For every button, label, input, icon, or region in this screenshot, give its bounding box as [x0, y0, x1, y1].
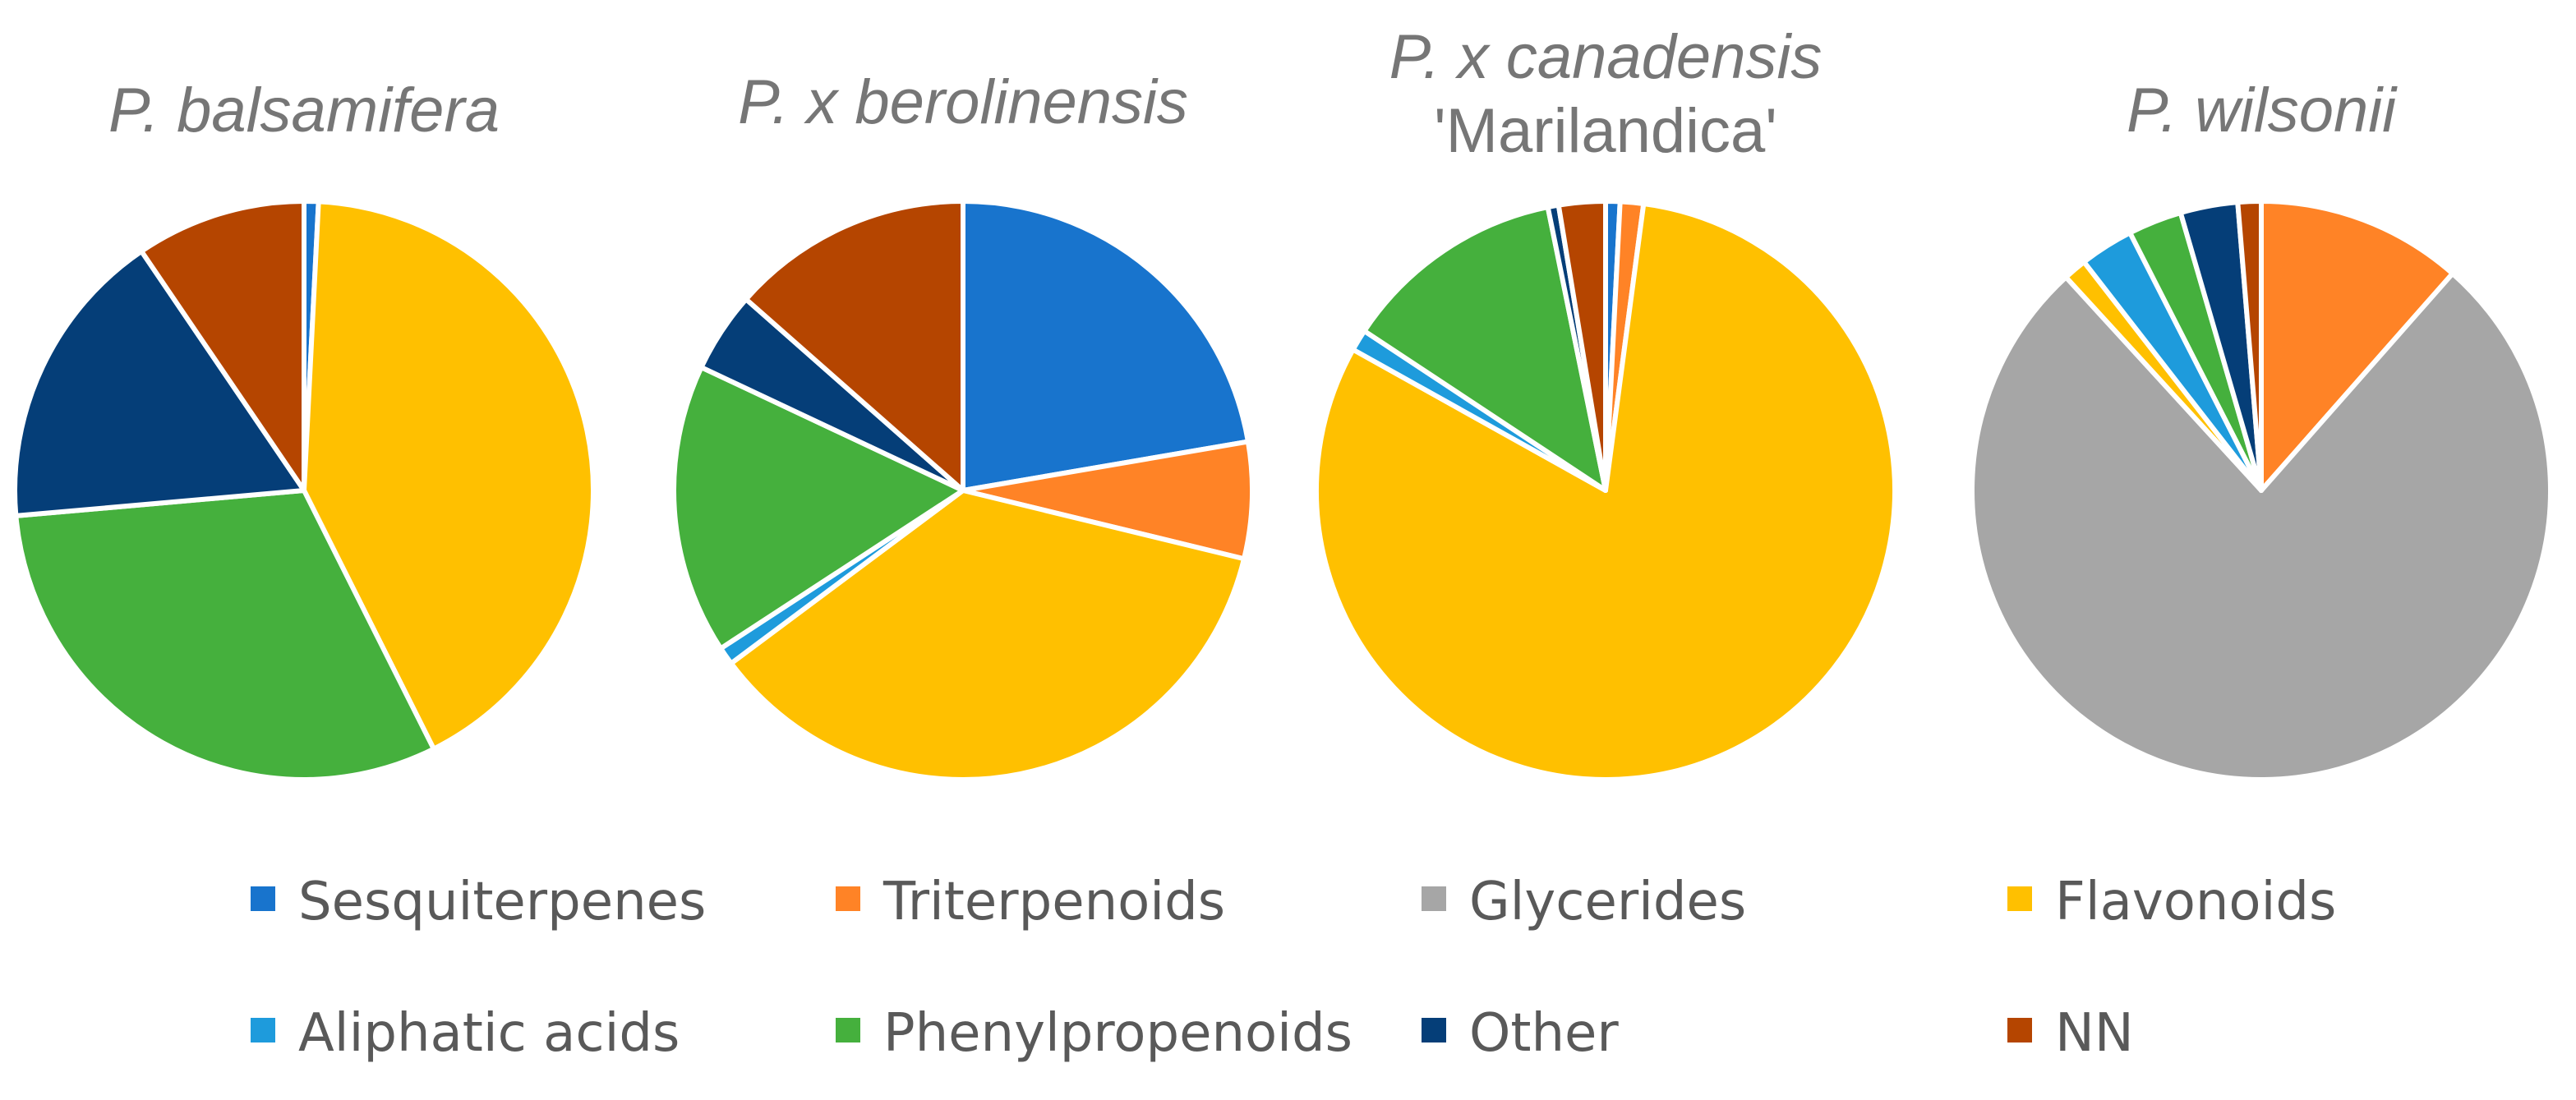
pie-title-2: P. x berolinensis — [738, 67, 1188, 137]
pie-2-slice-flavonoids — [728, 488, 1247, 782]
pie-4-slice-glycerides — [1970, 270, 2553, 782]
legend-swatch — [836, 1018, 860, 1042]
pie-2-slice-triterpenoids — [961, 439, 1255, 562]
pie-2: P. x berolinensis — [671, 67, 1255, 782]
legend-swatch — [251, 886, 275, 911]
legend-label: Phenylpropenoids — [883, 1003, 1353, 1064]
legend-label: Triterpenoids — [882, 872, 1225, 932]
legend-label: NN — [2055, 1003, 2134, 1064]
pie-4-slice-triterpenoids — [2259, 199, 2455, 493]
legend-item-triterpenoids: Triterpenoids — [836, 872, 1225, 932]
pie-1-slice-nn — [139, 199, 306, 493]
pie-4-slice-nn — [2235, 198, 2264, 493]
pie-1: P. balsamifera — [12, 76, 596, 782]
legend-item-other: Other — [1422, 1003, 1619, 1064]
pie-1-slice-flavonoids — [302, 199, 596, 752]
pie-2-slice-sesquiterpenes — [961, 199, 1251, 493]
legend-swatch — [251, 1018, 275, 1042]
legend-item-nn: NN — [2007, 1003, 2134, 1064]
legend-item-phenylpropenoids: Phenylpropenoids — [836, 1003, 1353, 1064]
pie-1-slice-other — [12, 248, 306, 518]
legend-label: Aliphatic acids — [298, 1003, 680, 1064]
legend-label: Sesquiterpenes — [298, 872, 706, 932]
legend-item-glycerides: Glycerides — [1422, 872, 1746, 932]
legend: Sesquiterpenes Triterpenoids Glycerides Fla… — [251, 872, 2336, 1064]
legend-swatch — [836, 886, 860, 911]
pie-2-slice-nn — [743, 199, 965, 493]
pie-3-slice-nn — [1555, 199, 1608, 493]
legend-label: Other — [1469, 1003, 1619, 1064]
legend-item-flavonoids: Flavonoids — [2007, 872, 2336, 932]
pie-1-slice-phenylpropenoids — [13, 488, 436, 782]
pie-charts: P. balsamifera P. x berolinensis P. x cana… — [12, 22, 2553, 782]
pie-title-4: P. wilsonii — [2127, 76, 2398, 145]
legend-item-sesquiterpenes: Sesquiterpenes — [251, 872, 706, 932]
legend-swatch — [2007, 886, 2032, 911]
pie-2-slice-phenylpropenoids — [671, 365, 965, 651]
legend-swatch — [1422, 1018, 1446, 1042]
pie-3-slice-phenylpropenoids — [1362, 205, 1608, 493]
legend-label: Flavonoids — [2055, 872, 2336, 932]
legend-swatch — [2007, 1018, 2032, 1042]
pie-title-1: P. balsamifera — [108, 76, 500, 145]
pie-title-3-line-1: P. x canadensis — [1389, 22, 1823, 92]
pie-3: P. x canadensis'Marilandica' — [1314, 22, 1897, 782]
legend-item-aliphatic-acids: Aliphatic acids — [251, 1003, 680, 1064]
legend-label: Glycerides — [1469, 872, 1746, 932]
legend-swatch — [1422, 886, 1446, 911]
pie-4: P. wilsonii — [1970, 76, 2553, 782]
pie-title-3-line-2: 'Marilandica' — [1434, 96, 1777, 166]
